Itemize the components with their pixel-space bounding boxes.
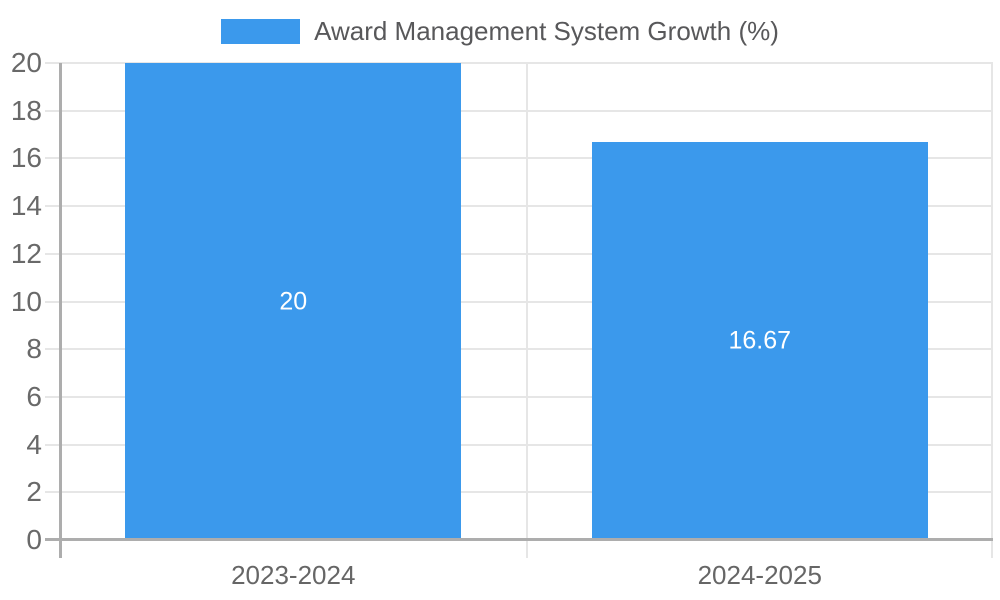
- y-tick-label: 2: [26, 476, 42, 508]
- tick-y-4: [45, 443, 60, 446]
- x-category-label: 2024-2025: [697, 560, 822, 590]
- bar-value-label: 16.67: [728, 326, 792, 355]
- y-tick-label: 6: [26, 380, 42, 412]
- legend-label: Award Management System Growth (%): [314, 16, 779, 46]
- x-category-label: 2023-2024: [231, 560, 356, 590]
- x-axis-line: [45, 538, 993, 541]
- y-tick-label: 16: [10, 142, 42, 174]
- y-tick-label: 18: [10, 94, 42, 126]
- tick-y-12: [45, 252, 60, 255]
- y-tick-label: 12: [10, 237, 42, 269]
- legend-swatch: [221, 18, 301, 44]
- tick-y-14: [45, 205, 60, 208]
- y-tick-label: 10: [10, 285, 42, 317]
- tick-x-1: [526, 540, 528, 558]
- y-tick-label: 4: [26, 428, 42, 460]
- tick-y-2: [45, 491, 60, 494]
- bar-2023-2024: [125, 63, 462, 540]
- y-axis-line: [59, 63, 62, 558]
- gridline-x-1: [526, 63, 528, 540]
- bar-2024-2025: [591, 142, 928, 540]
- legend: Award Management System Growth (%): [0, 16, 1000, 46]
- tick-y-10: [45, 300, 60, 303]
- tick-y-20: [45, 62, 60, 64]
- y-tick-label: 0: [26, 524, 42, 555]
- y-tick-label: 20: [10, 47, 42, 78]
- gridline-x-2: [991, 63, 993, 540]
- plot-area: 20 16.67: [45, 62, 993, 558]
- y-tick-label: 8: [26, 333, 42, 365]
- tick-y-18: [45, 109, 60, 112]
- tick-y-8: [45, 348, 60, 351]
- tick-x-2: [991, 540, 993, 558]
- tick-y-16: [45, 157, 60, 160]
- y-tick-label: 14: [10, 190, 42, 222]
- tick-y-6: [45, 395, 60, 398]
- bar-value-label: 20: [279, 287, 308, 315]
